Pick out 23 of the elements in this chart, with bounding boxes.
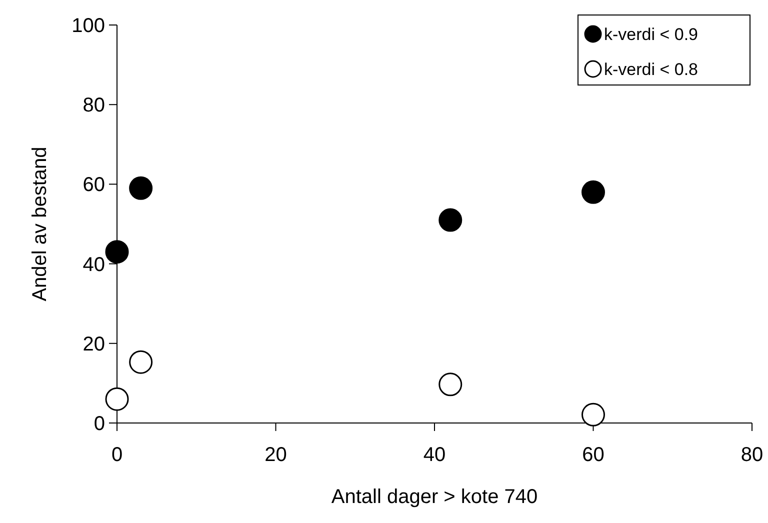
x-tick-label: 60 bbox=[582, 444, 604, 466]
x-axis-title: Antall dager > kote 740 bbox=[331, 486, 538, 508]
y-tick-label: 20 bbox=[82, 333, 105, 356]
y-tick-label: 60 bbox=[82, 174, 105, 196]
y-tick-label: 0 bbox=[94, 413, 105, 435]
x-tick-label: 20 bbox=[264, 444, 287, 466]
y-axis-title: Andel av bestand bbox=[29, 146, 51, 302]
point bbox=[129, 176, 153, 200]
point bbox=[582, 402, 605, 426]
legend-label: k-verdi < 0.8 bbox=[604, 60, 698, 79]
y-tick-label: 80 bbox=[82, 94, 105, 117]
x-tick-label: 80 bbox=[740, 444, 764, 466]
point bbox=[105, 240, 129, 264]
y-tick-label: 40 bbox=[82, 254, 105, 276]
point bbox=[438, 208, 462, 232]
y-tick-label: 100 bbox=[72, 15, 105, 37]
x-tick-label: 40 bbox=[423, 444, 446, 466]
point bbox=[105, 387, 129, 411]
legend-label: k-verdi < 0.9 bbox=[604, 24, 698, 44]
point bbox=[438, 372, 462, 396]
point bbox=[582, 180, 605, 204]
point bbox=[129, 350, 153, 374]
x-tick-label: 0 bbox=[111, 444, 123, 466]
